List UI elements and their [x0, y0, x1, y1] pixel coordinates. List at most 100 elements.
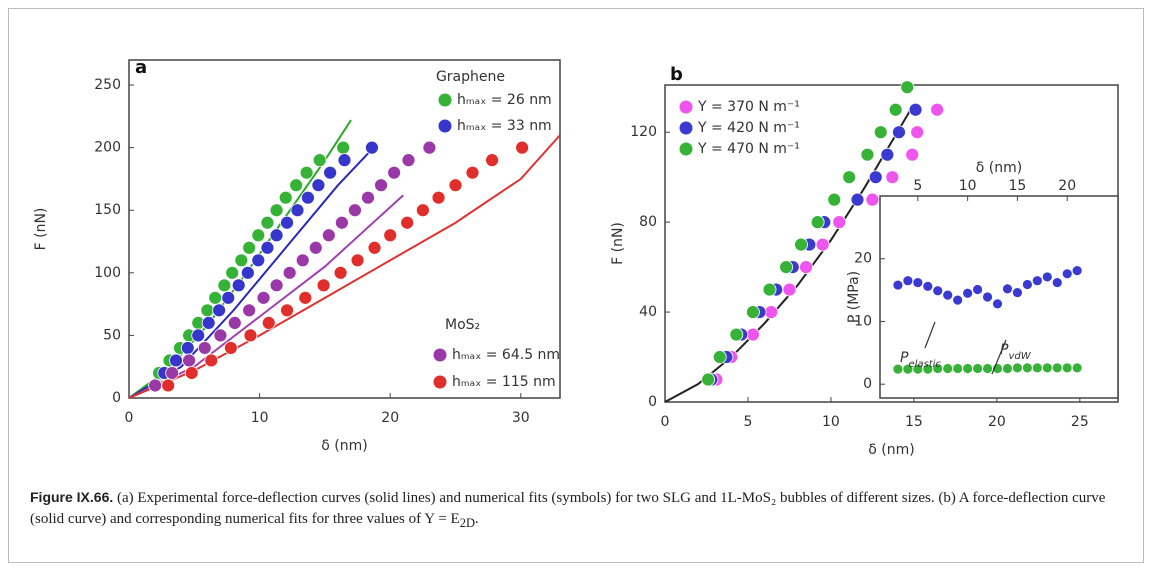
- data-point: [902, 275, 914, 287]
- annotation-sub: vdW: [1008, 351, 1031, 362]
- data-point: [242, 240, 257, 255]
- data-point: [930, 102, 945, 117]
- annotation: Graphene: [436, 69, 505, 85]
- x-tick-label: 0: [125, 410, 134, 426]
- data-point: [832, 215, 847, 230]
- data-point: [242, 303, 257, 318]
- data-point: [365, 140, 379, 155]
- figure-frame: [8, 8, 1144, 563]
- data-point: [1041, 362, 1053, 374]
- data-point: [208, 290, 223, 305]
- data-point: [448, 178, 463, 193]
- data-point: [764, 305, 779, 319]
- data-point: [312, 153, 327, 168]
- data-point: [972, 363, 983, 374]
- y-tick-label: 0: [112, 390, 121, 406]
- data-point: [191, 328, 206, 343]
- data-point: [712, 350, 727, 364]
- x-tick-label: 20: [988, 414, 1006, 430]
- data-point: [992, 298, 1003, 310]
- legend-marker: [679, 100, 693, 114]
- data-point: [1061, 362, 1073, 374]
- x-tick-label: 10: [822, 414, 840, 430]
- data-point: [201, 315, 216, 330]
- annotation: MoS₂: [445, 317, 480, 333]
- y-tick-label: 80: [639, 214, 657, 230]
- data-point: [295, 253, 310, 268]
- data-point: [323, 165, 338, 180]
- data-point: [321, 228, 336, 243]
- data-point: [885, 170, 900, 185]
- fit-line: [128, 134, 561, 399]
- data-point: [367, 240, 382, 255]
- x-tick-label: 20: [381, 410, 399, 426]
- data-point: [794, 237, 808, 252]
- legend-marker: [438, 119, 452, 133]
- panel-label: b: [670, 64, 683, 85]
- y-tick-label: 250: [94, 77, 121, 93]
- x-tick-label: 5: [913, 178, 922, 194]
- legend-marker: [679, 142, 693, 156]
- annotation-sub: elastic: [908, 359, 941, 370]
- data-point: [910, 125, 925, 140]
- data-point: [184, 366, 199, 380]
- data-point: [165, 366, 180, 380]
- data-point: [204, 353, 219, 368]
- data-point: [860, 147, 875, 162]
- data-point: [227, 315, 242, 330]
- data-point: [282, 265, 297, 280]
- data-point: [261, 315, 276, 330]
- data-point: [197, 341, 212, 355]
- legend-label: hₘₐₓ = 115 nm: [452, 374, 556, 390]
- data-point: [962, 363, 974, 374]
- data-point: [972, 284, 983, 295]
- x-axis-label: δ (nm): [321, 438, 367, 454]
- y-tick-label: 50: [103, 327, 121, 343]
- data-point: [316, 278, 331, 293]
- data-point: [1031, 362, 1043, 374]
- y-tick-label: 150: [94, 202, 121, 218]
- data-point: [799, 260, 813, 275]
- data-point: [217, 278, 232, 293]
- legend-marker: [438, 93, 452, 107]
- data-point: [269, 228, 284, 243]
- data-point: [182, 353, 196, 368]
- data-point: [962, 287, 974, 299]
- x-tick-label: 25: [1071, 414, 1089, 430]
- data-point: [289, 178, 304, 193]
- y-axis-label: F (nN): [610, 222, 626, 265]
- data-point: [298, 290, 313, 305]
- data-point: [922, 280, 934, 292]
- panel-label: a: [135, 57, 147, 78]
- data-point: [234, 253, 249, 268]
- data-point: [299, 165, 314, 180]
- caption: Figure IX.66. (a) Experimental force-def…: [30, 487, 1128, 534]
- caption-subscript: 2D: [459, 516, 475, 530]
- data-point: [1012, 362, 1023, 374]
- data-point: [746, 327, 760, 342]
- data-point: [200, 303, 215, 318]
- y-tick-label: 10: [854, 313, 872, 329]
- x-tick-label: 10: [251, 410, 269, 426]
- data-point: [337, 153, 352, 168]
- data-point: [815, 237, 830, 252]
- data-point: [308, 240, 323, 255]
- data-point: [908, 102, 923, 117]
- y-axis-label: F (nN): [33, 208, 49, 251]
- data-point: [269, 203, 284, 218]
- data-point: [348, 203, 362, 218]
- data-point: [912, 277, 924, 288]
- y-tick-label: 20: [854, 251, 872, 267]
- data-point: [251, 228, 266, 243]
- data-point: [827, 192, 842, 207]
- legend-label: Y = 470 N m⁻¹: [697, 141, 800, 157]
- data-point: [485, 153, 499, 168]
- data-point: [401, 153, 416, 168]
- legend-label: hₘₐₓ = 26 nm: [457, 92, 552, 108]
- data-point: [900, 80, 915, 95]
- data-point: [1071, 265, 1083, 277]
- data-point: [942, 289, 954, 301]
- data-point: [311, 178, 326, 193]
